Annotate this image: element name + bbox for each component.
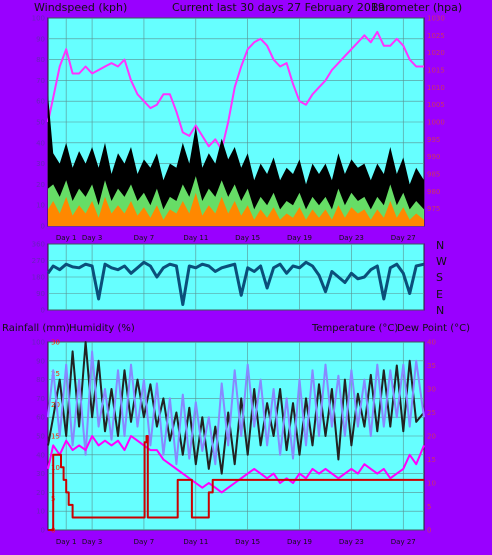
dir-y-tick-label: 270 — [32, 257, 45, 265]
header-center-title: Current last 30 days 27 February 2019 — [172, 1, 385, 14]
wind-y2-tick-label: 975 — [427, 205, 440, 213]
wind-y2-tick-label: 1005 — [427, 101, 445, 109]
wind-series-barometer-hpa — [47, 30, 424, 151]
weather-y2-tick-label: 20 — [427, 433, 436, 441]
direction-label-n-top: N — [436, 239, 444, 252]
wind-x-tick-label: Day 11 — [183, 234, 208, 242]
direction-label-s: S — [436, 271, 443, 284]
wind-x-tick-label: Day 19 — [287, 234, 312, 242]
weather-rain-tick-label: 25 — [51, 370, 60, 378]
wind-y2-tick-label: 990 — [427, 153, 440, 161]
wind-x-tick-label: Day 1 — [56, 234, 77, 242]
direction-label-w: W — [436, 255, 447, 268]
wind-y2-tick-label: 1030 — [427, 15, 445, 23]
weather-y-tick-label: 80 — [36, 376, 45, 384]
weather-y2-tick-label: 30 — [427, 386, 436, 394]
dir-y-tick-label: 0 — [41, 307, 45, 315]
weather-y-tick-label: 20 — [36, 489, 45, 497]
wind-y-tick-label: 100 — [32, 15, 45, 23]
wind-y2-tick-label: 980 — [427, 188, 440, 196]
wind-x-tick-label: Day 7 — [134, 234, 155, 242]
weather-y2-tick-label: 35 — [427, 362, 436, 370]
weather-x-tick-label: Day 15 — [235, 538, 260, 546]
weather-series-dew-point-c — [47, 435, 425, 494]
direction-label-n-bottom: N — [436, 304, 444, 317]
wind-x-tick-label: Day 27 — [391, 234, 416, 242]
wind-y-tick-label: 40 — [36, 139, 45, 147]
weather-y2-tick-label: 15 — [427, 456, 436, 464]
direction-label-e: E — [436, 288, 443, 301]
temperature-axis-label: Temperature (°C) — [311, 323, 398, 334]
weather-x-tick-label: Day 11 — [183, 538, 208, 546]
weather-y-tick-label: 0 — [41, 527, 45, 535]
wind-y-tick-label: 90 — [36, 35, 45, 43]
wind-y2-tick-label: 1000 — [427, 119, 445, 127]
wind-y-tick-label: 20 — [36, 181, 45, 189]
dir-y-tick-label: 360 — [32, 241, 45, 249]
weather-y-tick-label: 60 — [36, 414, 45, 422]
wind-y2-tick-label: 1015 — [427, 67, 445, 75]
wind-x-tick-label: Day 15 — [235, 234, 260, 242]
weather-y2-tick-label: 40 — [427, 339, 436, 347]
dir-y-tick-label: 180 — [32, 274, 45, 282]
wind-y-tick-label: 10 — [36, 202, 45, 210]
dir-panel: 0 90 180 270 360 — [32, 241, 425, 315]
weather-rain-tick-label: 30 — [51, 339, 60, 347]
weather-y-tick-label: 90 — [36, 357, 45, 365]
wind-y-tick-label: 0 — [41, 223, 45, 231]
wind-y-tick-label: 70 — [36, 77, 45, 85]
weather-rain-tick-label: 10 — [51, 464, 60, 472]
weather-y-tick-label: 100 — [32, 339, 45, 347]
wind-panel: 0102030405060708090100975980985990995100… — [32, 15, 445, 243]
weather-y2-tick-label: 0 — [427, 527, 431, 535]
chart-panels: 0102030405060708090100975980985990995100… — [32, 15, 445, 547]
humidity-axis-label: Humidity (%) — [69, 323, 135, 334]
weather-series-humidity — [47, 350, 425, 466]
weather-x-tick-label: Day 23 — [339, 538, 364, 546]
weather-y-tick-label: 70 — [36, 395, 45, 403]
wind-y-tick-label: 30 — [36, 160, 45, 168]
weather-y2-tick-label: 10 — [427, 480, 436, 488]
weather-panel: 0102030405060708090100051015202530354005… — [32, 339, 436, 547]
wind-y2-tick-label: 995 — [427, 136, 440, 144]
weather-y2-tick-label: 25 — [427, 409, 436, 417]
wind-y2-tick-label: 1010 — [427, 84, 445, 92]
weather-x-tick-label: Day 19 — [287, 538, 312, 546]
weather-rain-tick-label: 15 — [51, 433, 60, 441]
wind-y2-tick-label: 1020 — [427, 49, 445, 57]
weather-y-tick-label: 50 — [36, 433, 45, 441]
wind-series-average-wind-kph — [48, 192, 424, 226]
wind-y-tick-label: 80 — [36, 56, 45, 64]
weather-y-tick-label: 30 — [36, 470, 45, 478]
wind-y-tick-label: 50 — [36, 119, 45, 127]
weather-x-tick-label: Day 1 — [56, 538, 77, 546]
header-right-label: Barometer (hpa) — [371, 1, 462, 14]
rainfall-axis-label: Rainfall (mm) — [2, 323, 70, 334]
wind-y-tick-label: 60 — [36, 98, 45, 106]
weather-y2-tick-label: 5 — [427, 503, 431, 511]
wind-x-tick-label: Day 23 — [339, 234, 364, 242]
wind-y2-tick-label: 985 — [427, 171, 440, 179]
header-left-label: Windspeed (kph) — [34, 1, 127, 14]
dir-y-tick-label: 90 — [36, 290, 45, 298]
weather-series-rainfall-mm — [48, 435, 424, 531]
wind-series-wind-gust-kph — [48, 95, 424, 226]
weather-x-tick-label: Day 3 — [82, 538, 103, 546]
weather-y-tick-label: 40 — [36, 451, 45, 459]
weather-y-tick-label: 10 — [36, 508, 45, 516]
wind-x-tick-label: Day 3 — [82, 234, 103, 242]
weather-x-tick-label: Day 27 — [391, 538, 416, 546]
weather-x-tick-label: Day 7 — [134, 538, 155, 546]
dir-series-wind-direction — [46, 260, 425, 306]
dew-point-axis-label: Dew Point (°C) — [397, 323, 470, 334]
wind-y2-tick-label: 1025 — [427, 32, 445, 40]
